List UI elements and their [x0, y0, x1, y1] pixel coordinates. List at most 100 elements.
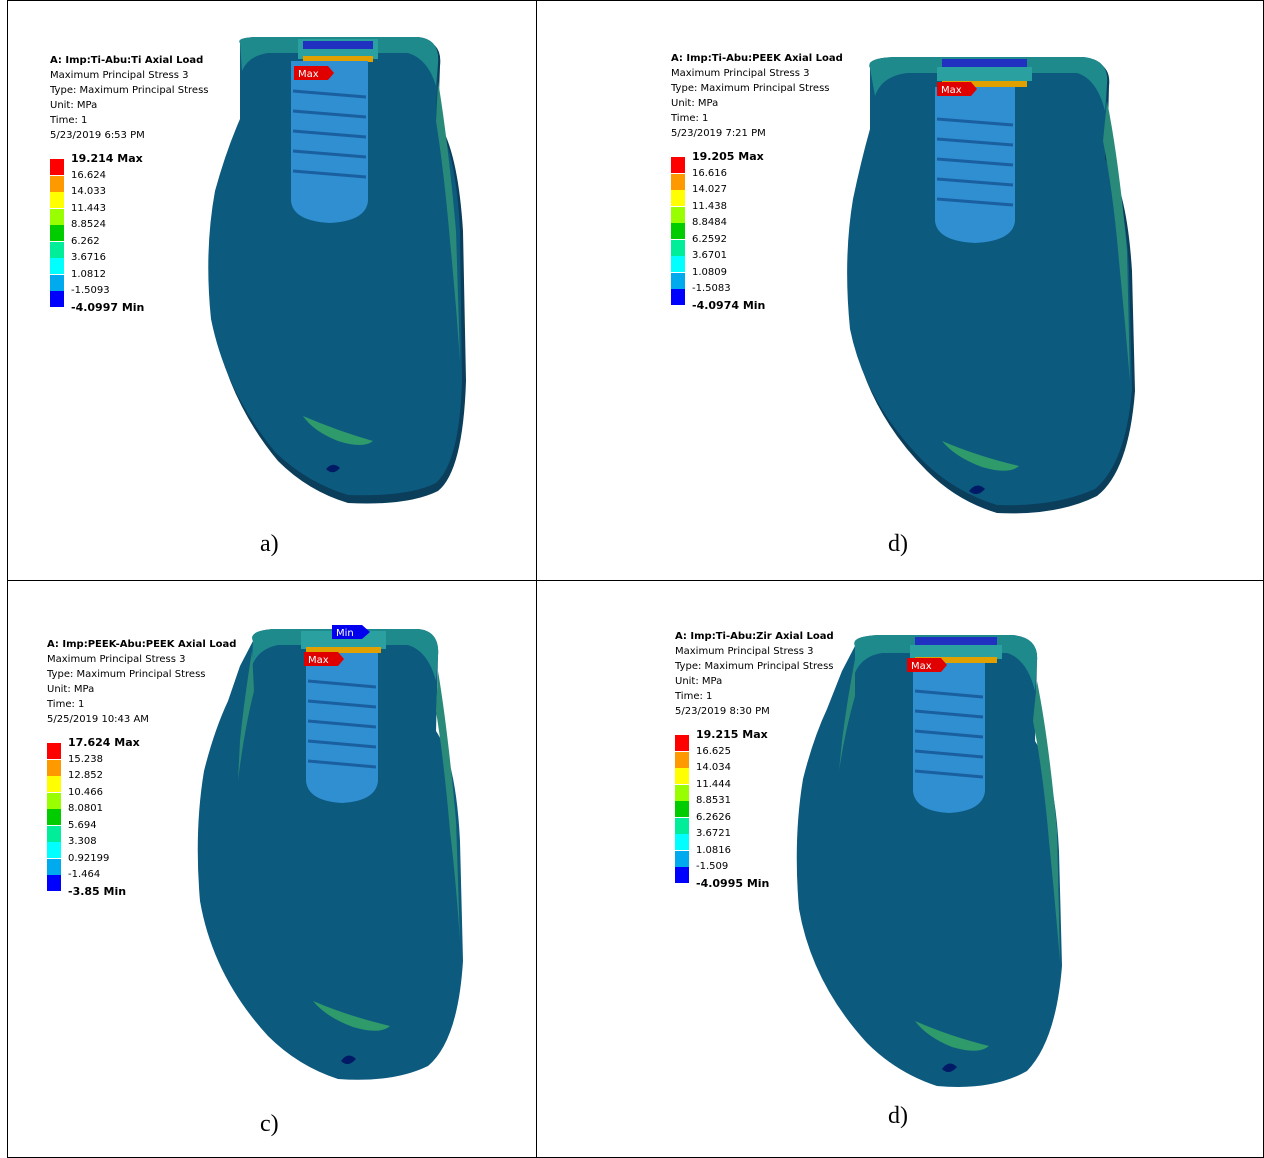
- legend-swatch: [675, 817, 689, 834]
- legend-swatch: [671, 206, 685, 223]
- apex-stress-band: [915, 1021, 989, 1051]
- legend-swatch: [675, 834, 689, 850]
- dark-spot: [326, 464, 340, 473]
- legend-tick-label: 11.438: [692, 200, 727, 212]
- legend-swatch: [50, 225, 64, 241]
- legend-tick-label: 5.694: [68, 819, 97, 831]
- legend-tick-label: 8.8484: [692, 217, 727, 228]
- implant-collar-blue: [942, 59, 1027, 67]
- implant-collar-blue: [915, 637, 997, 645]
- implant-collar-red: [942, 81, 1027, 87]
- implant-collar: [937, 67, 1032, 81]
- legend-tick-label: 3.6701: [692, 250, 727, 261]
- legend-swatch: [671, 190, 685, 206]
- legend-min-label: -4.0995 Min: [696, 876, 770, 890]
- implant-collar: [910, 645, 1002, 659]
- legend-swatch: [50, 291, 64, 307]
- legend-tick-label: 3.6721: [696, 828, 731, 839]
- panel-caption: d): [888, 531, 908, 557]
- legend-swatch: [675, 850, 689, 867]
- result-date: 5/25/2019 10:43 AM: [47, 714, 149, 725]
- legend-max-label: 17.624 Max: [68, 736, 140, 749]
- left-edge-stress: [238, 651, 254, 781]
- legend-tick-label: -1.5083: [692, 283, 731, 294]
- right-edge-stress: [436, 81, 460, 361]
- model-render: Min Max: [197, 625, 463, 1080]
- result-type: Type: Maximum Principal Stress: [47, 669, 206, 680]
- legend-swatch: [47, 743, 61, 759]
- legend-swatch: [671, 256, 685, 272]
- max-tag-shape: [304, 652, 344, 666]
- panel-caption: d): [888, 1103, 908, 1129]
- legend: A: Imp:Ti-Abu:Zir Axial Load Maximum Pri…: [675, 629, 834, 894]
- max-tag-shape: [294, 66, 334, 80]
- result-title: A: Imp:Ti-Abu:Ti Axial Load: [50, 55, 204, 66]
- frame-center-divider: [536, 0, 537, 1158]
- result-name: Maximum Principal Stress 3: [671, 68, 810, 79]
- legend-swatch: [47, 875, 61, 891]
- right-edge-stress: [436, 671, 460, 941]
- legend-min-label: -4.0974 Min: [692, 298, 766, 312]
- bone-model: Max: [208, 37, 466, 504]
- frame-top-border: [7, 0, 1264, 1]
- legend-swatch: [671, 289, 685, 305]
- legend-swatch: [675, 751, 689, 768]
- legend-tick-label: 11.444: [696, 778, 731, 790]
- legend-max-label: 19.205 Max: [692, 150, 764, 163]
- legend-swatch: [50, 159, 64, 175]
- color-scale: 17.624 Max 15.238 12.852 10.466 8.0801 5.694 3…: [47, 736, 157, 902]
- result-title: A: Imp:Ti-Abu:PEEK Axial Load: [671, 53, 843, 64]
- legend-tick-label: 6.2592: [692, 233, 727, 245]
- legend-max-label: 19.214 Max: [71, 152, 143, 165]
- result-unit: Unit: MPa: [47, 684, 95, 695]
- legend-tick-label: 8.0801: [68, 803, 103, 814]
- result-type: Type: Maximum Principal Stress: [50, 85, 209, 96]
- legend-swatch: [47, 825, 61, 842]
- max-tag: Max: [298, 69, 319, 80]
- color-scale: 19.214 Max 16.624 14.033 11.443 8.8524 6.262 3…: [50, 152, 160, 318]
- implant-collar-red: [306, 647, 381, 653]
- result-type: Type: Maximum Principal Stress: [671, 83, 830, 94]
- panel-d-bottom: Max A: Imp:Ti-Abu:Zir Axial Load Maximum…: [537, 581, 1263, 1157]
- implant-threads: [914, 689, 984, 779]
- result-date: 5/23/2019 6:53 PM: [50, 130, 145, 141]
- legend-tick-label: 3.308: [68, 836, 97, 847]
- legend-swatch: [671, 223, 685, 239]
- legend-swatch: [47, 842, 61, 858]
- legend-swatch: [47, 858, 61, 875]
- implant-collar-blue: [303, 41, 373, 49]
- legend-swatch: [671, 173, 685, 190]
- legend-tick-label: 12.852: [68, 770, 103, 781]
- legend-tick-label: 16.625: [696, 745, 731, 757]
- max-tag-shape: [907, 658, 947, 672]
- legend-tick-label: 14.034: [696, 762, 731, 773]
- result-name: Maximum Principal Stress 3: [47, 654, 186, 665]
- result-time: Time: 1: [47, 699, 85, 710]
- right-edge-stress: [1033, 681, 1060, 961]
- result-time: Time: 1: [671, 113, 709, 124]
- legend-swatch: [47, 792, 61, 809]
- dark-spot: [942, 1063, 957, 1073]
- crest-rim: [869, 57, 1108, 111]
- legend-tick-label: 14.033: [71, 186, 106, 197]
- legend-tick-label: 15.238: [68, 753, 103, 765]
- result-unit: Unit: MPa: [675, 676, 723, 687]
- frame-middle-border: [7, 580, 1264, 581]
- result-time: Time: 1: [50, 115, 88, 126]
- model-render: Max: [847, 57, 1135, 514]
- legend-swatch: [50, 175, 64, 192]
- apex-stress-band: [942, 441, 1019, 471]
- result-title: A: Imp:Ti-Abu:Zir Axial Load: [675, 631, 834, 642]
- dark-spot: [341, 1055, 356, 1065]
- legend-tick-label: 16.624: [71, 169, 106, 181]
- left-edge-stress: [839, 659, 855, 771]
- right-edge-stress: [1103, 101, 1130, 381]
- model-render: Max: [208, 37, 466, 504]
- result-unit: Unit: MPa: [50, 100, 98, 111]
- legend-swatch: [47, 759, 61, 776]
- legend-tick-label: 10.466: [68, 786, 103, 798]
- legend-tick-label: 14.027: [692, 184, 727, 195]
- legend-tick-label: 8.8531: [696, 795, 731, 806]
- color-scale: 19.205 Max 16.616 14.027 11.438 8.8484 6.2592…: [671, 150, 781, 316]
- bone-body: [847, 57, 1132, 506]
